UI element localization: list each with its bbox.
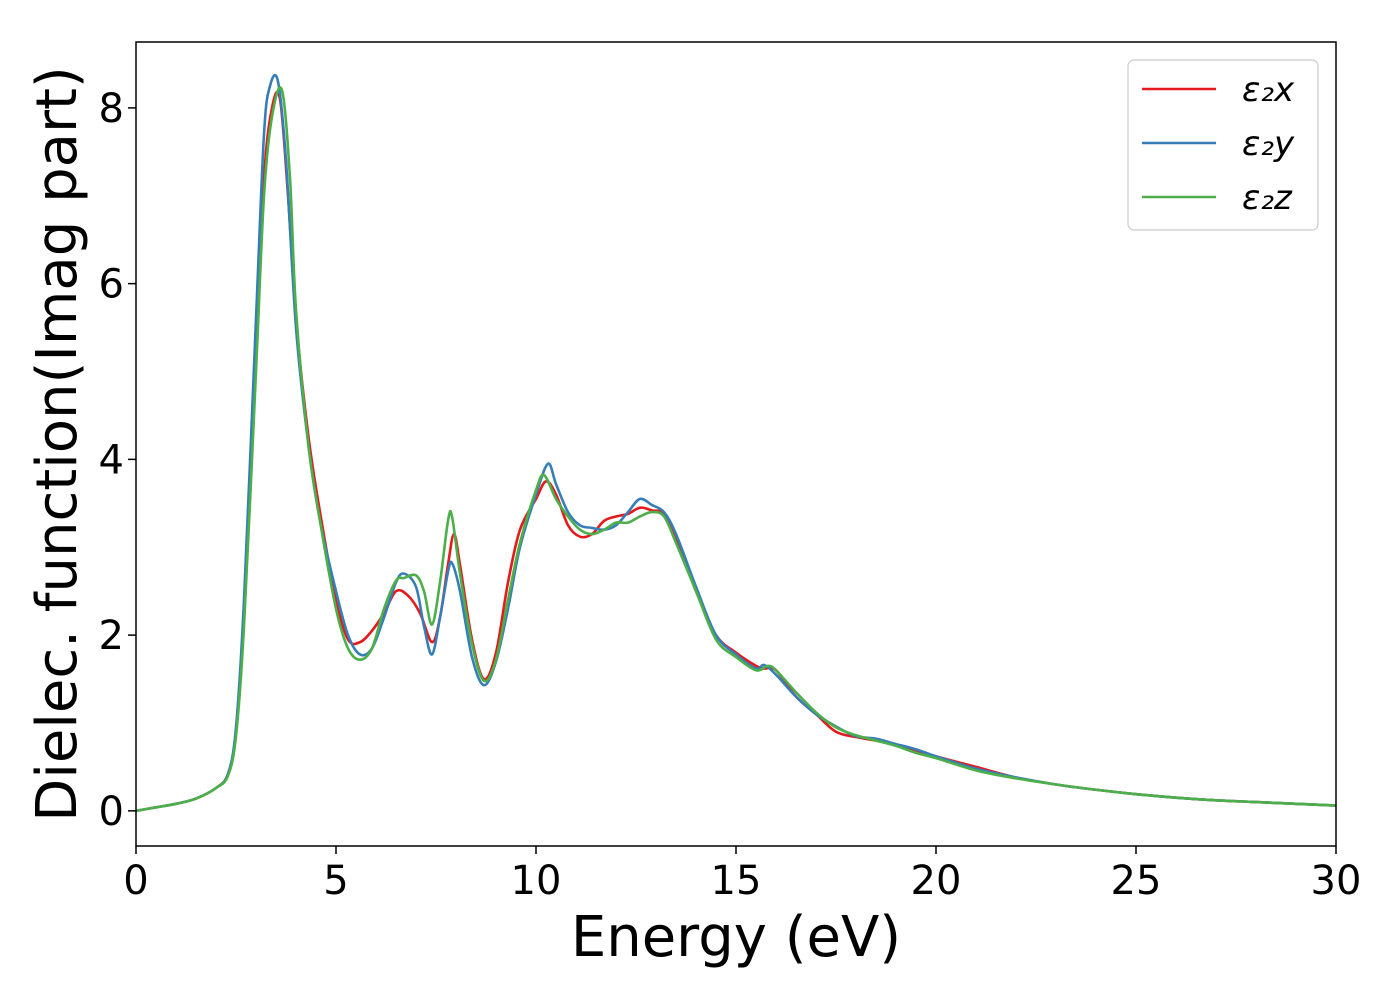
y-tick-label: 8 — [99, 86, 124, 132]
y-tick-label: 0 — [99, 789, 124, 835]
legend-label-1: ε₂x — [1242, 70, 1295, 110]
x-axis-ticks: 0 5 10 15 20 25 30 — [123, 846, 1361, 904]
x-tick-label: 5 — [323, 858, 348, 904]
legend: ε₂x ε₂y ε₂z — [1127, 59, 1319, 231]
legend-label-2: ε₂y — [1242, 124, 1295, 164]
y-tick-label: 2 — [99, 613, 124, 659]
x-tick-label: 30 — [1311, 858, 1362, 904]
y-tick-label: 6 — [99, 262, 124, 308]
x-axis-label: Energy (eV) — [571, 905, 901, 970]
x-tick-label: 25 — [1111, 858, 1162, 904]
series-layer — [135, 73, 1337, 813]
legend-box — [1127, 59, 1319, 231]
series-line-3 — [135, 86, 1337, 813]
y-axis-label: Dielec. function(Imag part) — [25, 66, 90, 822]
x-tick-label: 10 — [511, 858, 562, 904]
y-tick-label: 4 — [99, 437, 124, 483]
x-tick-label: 15 — [711, 858, 762, 904]
y-axis-ticks: 0 2 4 6 8 — [99, 86, 136, 835]
legend-label-3: ε₂z — [1242, 178, 1293, 218]
x-tick-label: 0 — [123, 858, 148, 904]
x-tick-label: 20 — [911, 858, 962, 904]
